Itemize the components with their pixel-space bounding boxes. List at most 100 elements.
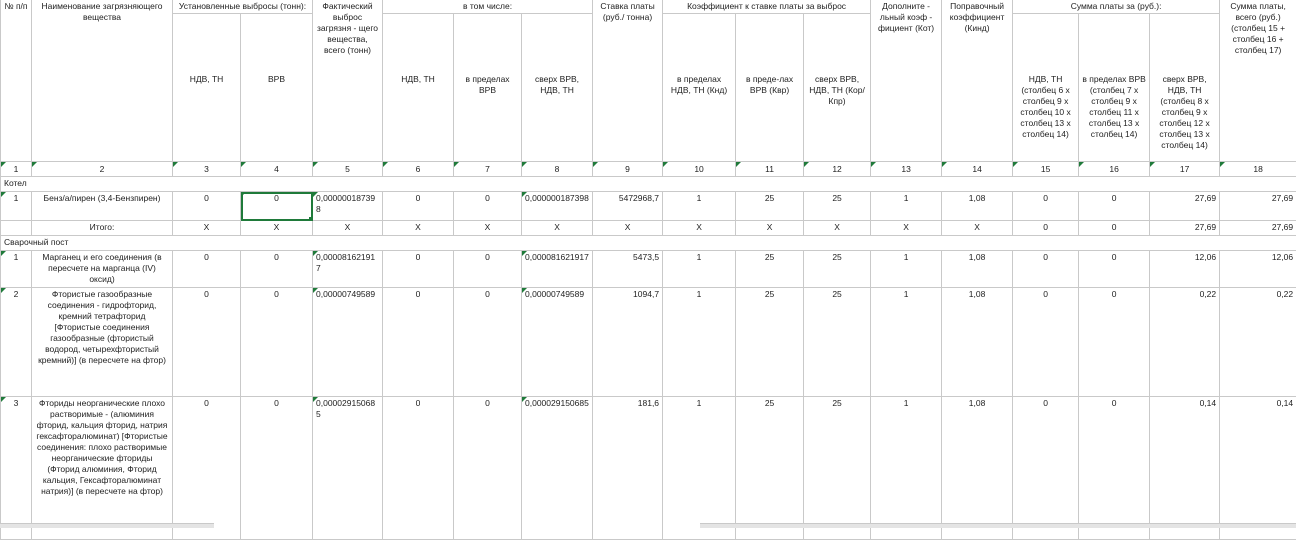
cell-c5[interactable]: 0,000081621917 [313, 251, 383, 288]
cell-c13[interactable]: 1 [871, 192, 942, 221]
cell-c3[interactable]: 0 [173, 251, 241, 288]
colnum-cell[interactable]: 2 [32, 162, 173, 177]
cell-x[interactable]: X [593, 221, 663, 236]
header-num[interactable]: № п/п [1, 0, 32, 162]
empty-cell[interactable] [1220, 177, 1296, 192]
header-sum[interactable]: Сумма платы за (руб.): [1013, 0, 1220, 14]
cell-c10[interactable]: 1 [663, 288, 736, 397]
colnum-cell[interactable]: 12 [804, 162, 871, 177]
cell-c16[interactable]: 0 [1079, 251, 1150, 288]
colnum-cell[interactable]: 17 [1150, 162, 1220, 177]
cell-substance[interactable]: Бенз/а/пирен (3,4-Бензпирен) [32, 192, 173, 221]
cell-c7[interactable]: 0 [454, 397, 522, 540]
cell-c3[interactable]: 0 [173, 192, 241, 221]
cell-c17[interactable]: 12,06 [1150, 251, 1220, 288]
cell-num[interactable]: 3 [1, 397, 32, 540]
colnum-cell[interactable]: 10 [663, 162, 736, 177]
colnum-cell[interactable]: 13 [871, 162, 942, 177]
cell-c10[interactable]: 1 [663, 251, 736, 288]
section-weld[interactable]: Сварочный пост [1, 236, 1220, 251]
cell-c6[interactable]: 0 [383, 251, 454, 288]
cell-c16[interactable]: 0 [1079, 192, 1150, 221]
header-incl-over[interactable]: сверх ВРВ, НДВ, ТН [522, 14, 593, 162]
header-additional[interactable]: Дополните - льный коэф - фициент (Кот) [871, 0, 942, 162]
cell-x[interactable]: X [804, 221, 871, 236]
cell-c6[interactable]: 0 [383, 192, 454, 221]
cell-c17[interactable]: 0,14 [1150, 397, 1220, 540]
colnum-cell[interactable]: 6 [383, 162, 454, 177]
cell-c4[interactable]: 0 [241, 397, 313, 540]
cell-c8[interactable]: 0,000029150685 [522, 397, 593, 540]
header-incl-ndv[interactable]: НДВ, ТН [383, 14, 454, 162]
cell-x[interactable]: X [942, 221, 1013, 236]
cell-c13[interactable]: 1 [871, 251, 942, 288]
cell-c16[interactable]: 0 [1079, 397, 1150, 540]
cell-c15[interactable]: 0 [1013, 221, 1079, 236]
colnum-cell[interactable]: 4 [241, 162, 313, 177]
header-established[interactable]: Установленные выбросы (тонн): [173, 0, 313, 14]
cell-c13[interactable]: 1 [871, 288, 942, 397]
cell-c18[interactable]: 12,06 [1220, 251, 1296, 288]
cell-c13[interactable]: 1 [871, 397, 942, 540]
cell-substance[interactable]: Фтористые газообразные соединения - гидр… [32, 288, 173, 397]
cell-c18[interactable]: 0,22 [1220, 288, 1296, 397]
cell-c18[interactable]: 0,14 [1220, 397, 1296, 540]
section-kotel[interactable]: Котел [1, 177, 1220, 192]
header-actual[interactable]: Фактический выброс загрязня - щего вещес… [313, 0, 383, 162]
cell-c18[interactable]: 27,69 [1220, 192, 1296, 221]
colnum-cell[interactable]: 5 [313, 162, 383, 177]
cell-c15[interactable]: 0 [1013, 192, 1079, 221]
colnum-cell[interactable]: 14 [942, 162, 1013, 177]
cell-c12[interactable]: 25 [804, 397, 871, 540]
cell-x[interactable]: X [313, 221, 383, 236]
horizontal-scrollbar[interactable] [700, 523, 1296, 528]
cell-c5[interactable]: 0,00000749589 [313, 288, 383, 397]
header-established-ndv[interactable]: НДВ, ТН [173, 14, 241, 162]
header-established-vrv[interactable]: ВРВ [241, 14, 313, 162]
cell-num[interactable]: 1 [1, 192, 32, 221]
cell-c7[interactable]: 0 [454, 192, 522, 221]
cell-c11[interactable]: 25 [736, 251, 804, 288]
header-coef-kvr[interactable]: в преде-лах ВРВ (Квр) [736, 14, 804, 162]
cell-c17[interactable]: 27,69 [1150, 221, 1220, 236]
cell-x[interactable]: X [871, 221, 942, 236]
empty-cell[interactable] [1, 221, 32, 236]
cell-c14[interactable]: 1,08 [942, 251, 1013, 288]
cell-x[interactable]: X [522, 221, 593, 236]
cell-x[interactable]: X [241, 221, 313, 236]
header-coef-kor[interactable]: сверх ВРВ, НДВ, ТН (Кор/Кпр) [804, 14, 871, 162]
cell-c16[interactable]: 0 [1079, 288, 1150, 397]
cell-x[interactable]: X [383, 221, 454, 236]
sheet-tab-bar[interactable] [0, 523, 214, 528]
colnum-cell[interactable]: 18 [1220, 162, 1296, 177]
cell-c12[interactable]: 25 [804, 192, 871, 221]
colnum-cell[interactable]: 15 [1013, 162, 1079, 177]
cell-c9[interactable]: 5472968,7 [593, 192, 663, 221]
colnum-cell[interactable]: 7 [454, 162, 522, 177]
header-including[interactable]: в том числе: [383, 0, 593, 14]
header-sum-ndv[interactable]: НДВ, ТН (столбец 6 х столбец 9 х столбец… [1013, 14, 1079, 162]
cell-c11[interactable]: 25 [736, 288, 804, 397]
header-total[interactable]: Сумма платы, всего (руб.) (столбец 15 + … [1220, 0, 1296, 162]
header-coef[interactable]: Коэффициент к ставке платы за выброс [663, 0, 871, 14]
cell-c5[interactable]: 0,000000187398 [313, 192, 383, 221]
header-sum-vrv[interactable]: в пределах ВРВ (столбец 7 х столбец 9 х … [1079, 14, 1150, 162]
empty-cell[interactable] [1220, 236, 1296, 251]
cell-c9[interactable]: 5473,5 [593, 251, 663, 288]
header-coef-knd[interactable]: в пределах НДВ, ТН (Кнд) [663, 14, 736, 162]
cell-c9[interactable]: 181,6 [593, 397, 663, 540]
cell-c3[interactable]: 0 [173, 397, 241, 540]
cell-c15[interactable]: 0 [1013, 288, 1079, 397]
cell-x[interactable]: X [454, 221, 522, 236]
cell-itogo-label[interactable]: Итого: [32, 221, 173, 236]
cell-c10[interactable]: 1 [663, 192, 736, 221]
header-substance[interactable]: Наименование загрязняющего вещества [32, 0, 173, 162]
cell-c15[interactable]: 0 [1013, 397, 1079, 540]
cell-substance[interactable]: Фториды неорганические плохо растворимые… [32, 397, 173, 540]
header-correction[interactable]: Поправочный коэффициент (Кинд) [942, 0, 1013, 162]
cell-c4[interactable]: 0 [241, 251, 313, 288]
header-sum-over[interactable]: сверх ВРВ, НДВ, ТН (столбец 8 х столбец … [1150, 14, 1220, 162]
cell-c11[interactable]: 25 [736, 397, 804, 540]
cell-c3[interactable]: 0 [173, 288, 241, 397]
cell-c16[interactable]: 0 [1079, 221, 1150, 236]
